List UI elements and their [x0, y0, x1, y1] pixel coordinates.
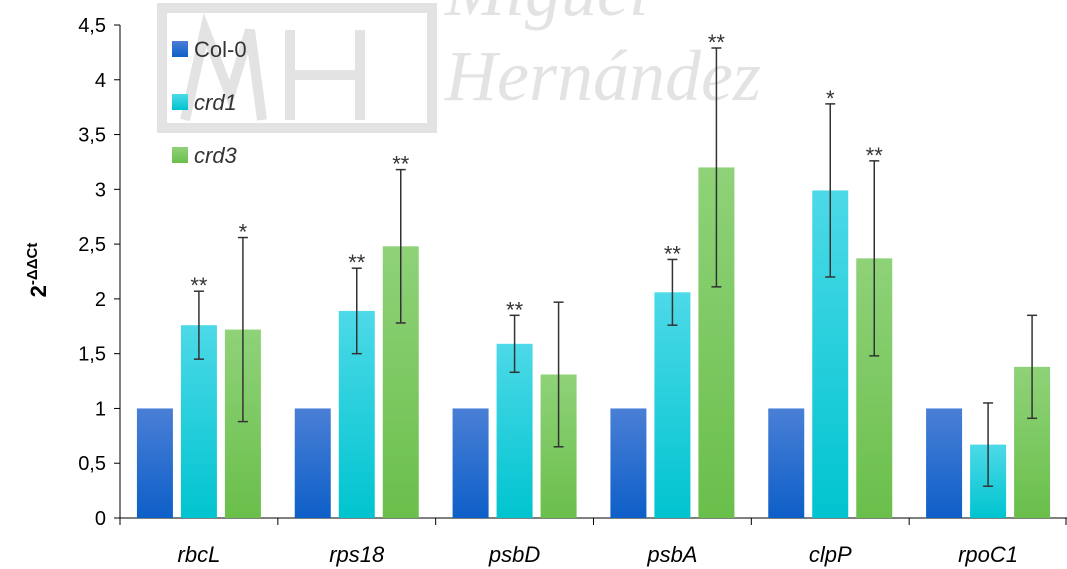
- significance-label: *: [239, 220, 248, 245]
- watermark-text-1: Miguel: [444, 0, 649, 31]
- significance-label: **: [190, 273, 208, 298]
- y-tick-label: 4,5: [78, 15, 106, 37]
- y-tick-label: 2,5: [78, 234, 106, 256]
- x-tick-label: rps18: [329, 542, 385, 567]
- y-tick-label: 0,5: [78, 453, 106, 475]
- y-tick-label: 3,5: [78, 125, 106, 147]
- watermark-logo: Miguel Hernández: [157, 0, 761, 133]
- watermark-text-2: Hernández: [444, 36, 761, 116]
- x-tick-label: psbD: [488, 542, 540, 567]
- significance-label: **: [348, 250, 366, 275]
- x-tick-label: psbA: [646, 542, 697, 567]
- bar: [294, 408, 331, 518]
- y-tick-label: 1,5: [78, 344, 106, 366]
- significance-label: *: [826, 86, 835, 111]
- y-axis-label-group: 2-ΔΔCt: [24, 243, 51, 298]
- x-tick-label: rbcL: [178, 542, 221, 567]
- x-tick-label: clpP: [809, 542, 852, 567]
- y-tick-label: 0: [95, 508, 106, 530]
- significance-label: **: [866, 143, 884, 168]
- x-axis: rbcL rps18 psbD psbA clpP rpoC1: [119, 517, 1067, 567]
- y-axis: 0 0,5 1 1,5 2 2,5 3 3,5 4 4,5: [78, 15, 121, 530]
- significance-label: **: [664, 241, 682, 266]
- legend-swatch: [172, 147, 188, 163]
- watermark-monogram: [180, 12, 365, 122]
- bar: [926, 408, 963, 518]
- legend-label: crd3: [194, 143, 238, 168]
- bar: [136, 408, 173, 518]
- bar: [768, 408, 805, 518]
- significance-label: **: [392, 152, 410, 177]
- legend-label: crd1: [194, 90, 237, 115]
- significance-marks: ****************: [190, 30, 883, 322]
- y-tick-label: 2: [95, 289, 106, 311]
- y-axis-label-text: 2-ΔΔCt: [24, 243, 51, 298]
- legend-swatch: [172, 41, 188, 57]
- bar: [610, 408, 647, 518]
- watermark-mark: Miguel Hernández: [157, 0, 761, 133]
- legend: Col-0 crd1 crd3: [172, 37, 247, 168]
- significance-label: **: [708, 30, 726, 55]
- watermark-frame: [157, 3, 437, 133]
- legend-swatch: [172, 94, 188, 110]
- bar: [452, 408, 489, 518]
- y-tick-label: 4: [95, 70, 106, 92]
- y-axis-label: 2-ΔΔCt: [24, 243, 51, 298]
- bars: [136, 167, 1051, 518]
- legend-label: Col-0: [194, 37, 247, 62]
- x-tick-label: rpoC1: [958, 542, 1018, 567]
- bar: [654, 292, 691, 518]
- y-tick-label: 3: [95, 179, 106, 201]
- y-tick-label: 1: [95, 398, 106, 420]
- significance-label: **: [506, 297, 524, 322]
- error-bars: [193, 47, 1038, 487]
